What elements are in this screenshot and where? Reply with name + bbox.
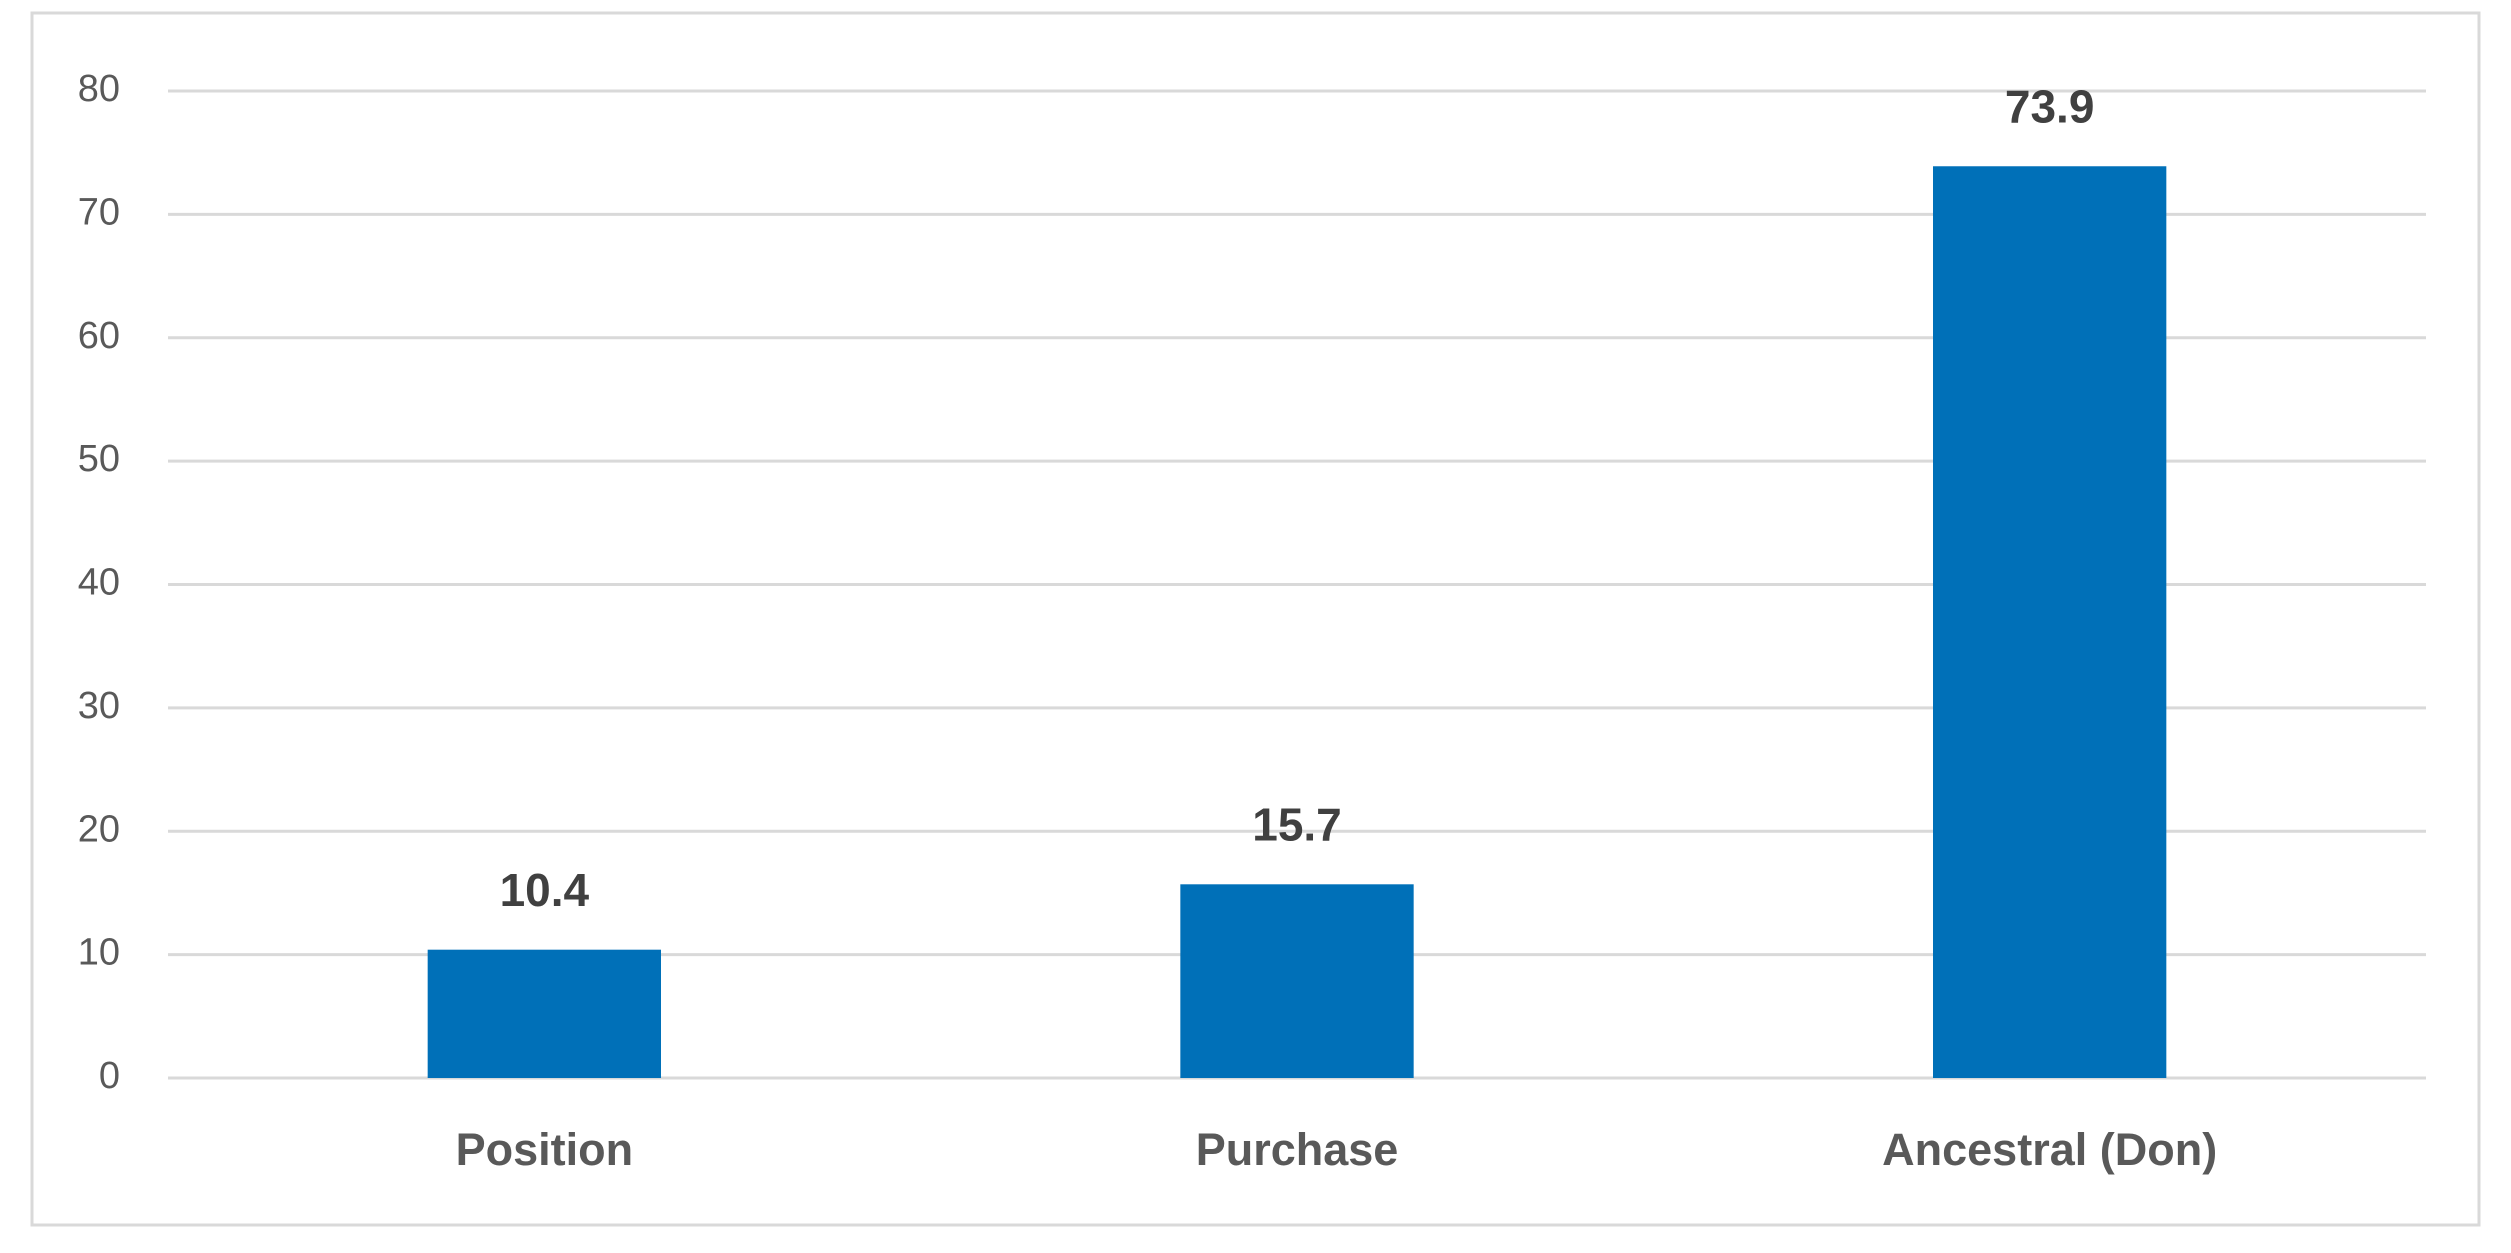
- y-tick-label: 70: [78, 191, 120, 233]
- y-tick-label: 0: [99, 1055, 120, 1097]
- bar: [427, 949, 661, 1078]
- bar: [1180, 884, 1414, 1078]
- y-tick-label: 50: [78, 438, 120, 480]
- y-tick-label: 40: [78, 562, 120, 604]
- y-tick-label: 80: [78, 68, 120, 110]
- x-tick-label: Purchase: [1196, 1124, 1399, 1175]
- x-tick-label: Ancestral (Don): [1882, 1124, 2217, 1175]
- data-label: 10.4: [500, 864, 590, 916]
- y-tick-label: 20: [78, 808, 120, 850]
- y-tick-label: 10: [78, 932, 120, 974]
- x-tick-label: Position: [456, 1124, 634, 1175]
- bar: [1933, 166, 2167, 1079]
- y-tick-label: 60: [78, 315, 120, 357]
- data-label: 73.9: [2005, 80, 2095, 132]
- data-label: 15.7: [1252, 798, 1342, 850]
- y-tick-label: 30: [78, 685, 120, 727]
